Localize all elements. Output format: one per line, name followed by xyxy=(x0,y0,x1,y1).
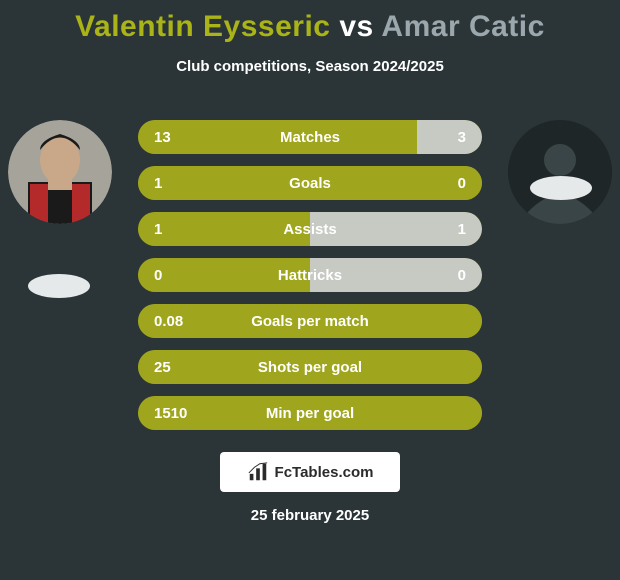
stat-label: Min per goal xyxy=(138,405,482,422)
stat-label: Assists xyxy=(138,221,482,238)
stat-label: Hattricks xyxy=(138,267,482,284)
stat-row: 10Goals xyxy=(138,166,482,200)
subtitle: Club competitions, Season 2024/2025 xyxy=(0,58,620,75)
stat-row: 0.08Goals per match xyxy=(138,304,482,338)
player2-name: Amar Catic xyxy=(381,10,544,43)
vs-label: vs xyxy=(339,10,373,43)
date-label: 25 february 2025 xyxy=(0,507,620,524)
page-title: Valentin Eysseric vs Amar Catic xyxy=(0,10,620,44)
stat-label: Matches xyxy=(138,129,482,146)
stat-label: Goals xyxy=(138,175,482,192)
bar-chart-icon xyxy=(247,461,269,483)
stat-label: Shots per goal xyxy=(138,359,482,376)
stat-label: Goals per match xyxy=(138,313,482,330)
watermark-text: FcTables.com xyxy=(275,464,374,481)
stat-row: 25Shots per goal xyxy=(138,350,482,384)
stat-row: 11Assists xyxy=(138,212,482,246)
header: Valentin Eysseric vs Amar Catic Club com… xyxy=(0,0,620,81)
stats-container: 133Matches 10Goals 11Assists 00Hattricks 0.0… xyxy=(0,120,620,430)
stat-row: 00Hattricks xyxy=(138,258,482,292)
player1-name: Valentin Eysseric xyxy=(75,10,330,43)
watermark[interactable]: FcTables.com xyxy=(220,452,400,492)
stat-row: 133Matches xyxy=(138,120,482,154)
stat-row: 1510Min per goal xyxy=(138,396,482,430)
